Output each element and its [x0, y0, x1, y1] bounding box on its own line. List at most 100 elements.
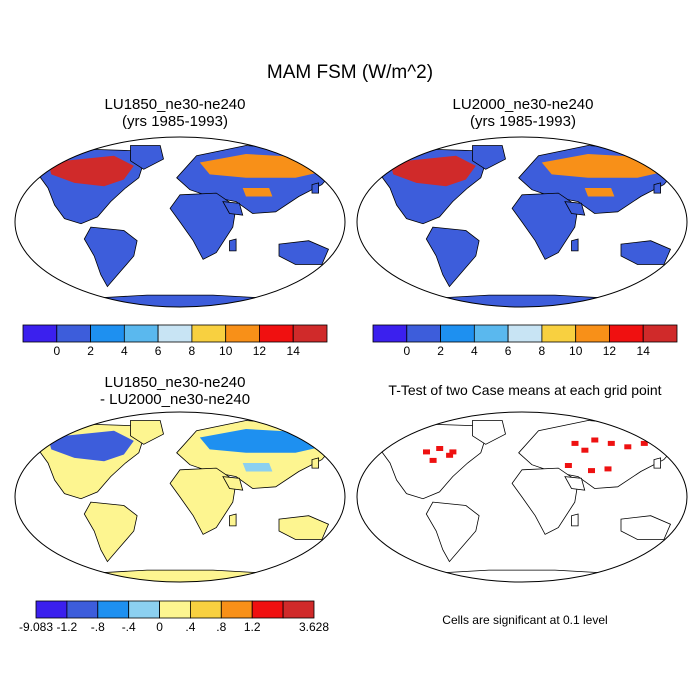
colorbar-box: [642, 324, 678, 343]
colorbar-tick-label: -9.083: [19, 620, 53, 634]
panel1-title-line1: LU1850_ne30-ne240: [104, 96, 246, 113]
significant-cell: [571, 440, 579, 446]
colorbar-lu2000: 0 2 4 6 8 10 12 14: [372, 324, 678, 358]
significant-cell: [436, 446, 444, 451]
region-tibet: [242, 188, 273, 197]
significant-cell: [591, 437, 599, 443]
continent-arabia: [222, 476, 244, 491]
colorbar-box: [123, 324, 159, 343]
significant-cell: [449, 449, 457, 455]
continent-madagascar: [229, 513, 237, 527]
colorbar-tick-label: 14: [287, 344, 301, 358]
significant-cell: [581, 447, 589, 453]
panel3-title: LU1850_ne30-ne240 - LU2000_ne30-ne240: [20, 374, 330, 408]
colorbar-tick-label: 0: [403, 344, 410, 358]
panel3-title-line1: LU1850_ne30-ne240: [104, 374, 246, 391]
continent-arabia: [564, 476, 586, 491]
colorbar-tick-label: 8: [539, 344, 546, 358]
significant-cell: [607, 440, 615, 446]
colorbar-tick-label: 2: [437, 344, 444, 358]
colorbar-tick-label: 10: [219, 344, 233, 358]
continent-antarctica: [87, 569, 273, 582]
colorbar-box: [372, 324, 408, 343]
continent-japan: [653, 457, 661, 469]
colorbar-lu1850: 0 2 4 6 8 10 12 14: [22, 324, 328, 358]
colorbar-difference: -9.083 -1.2 -.8 -.4 0 .4 .8 1.2 3.628: [19, 600, 329, 634]
colorbar-box: [97, 600, 130, 619]
colorbar-tick-label: 12: [253, 344, 267, 358]
continent-greenland: [130, 420, 164, 445]
continent-antarctica: [429, 294, 615, 307]
globe-outline: [14, 136, 346, 308]
continent-africa: [511, 192, 579, 260]
continent-madagascar: [229, 238, 237, 252]
map-panel-lu2000: [356, 136, 688, 308]
continent-antarctica: [87, 294, 273, 307]
colorbar-tick-label: -.4: [122, 620, 136, 634]
continent-greenland: [130, 145, 164, 170]
continent-samerica: [83, 501, 138, 563]
colorbar-box: [159, 600, 191, 619]
colorbar-box: [473, 324, 509, 343]
continent-japan: [653, 182, 661, 194]
colorbar-tick-label: 3.628: [299, 620, 329, 634]
colorbar-tick-label: .8: [216, 620, 226, 634]
panel1-title: LU1850_ne30-ne240 (yrs 1985-1993): [20, 96, 330, 130]
colorbar-tick-label: 10: [569, 344, 583, 358]
colorbar-box: [90, 324, 125, 343]
continent-australia: [278, 240, 330, 265]
continent-africa: [169, 192, 237, 260]
panel4-title: T-Test of two Case means at each grid po…: [388, 382, 662, 398]
colorbar-tick-label: 6: [155, 344, 162, 358]
map-panel-ttest: [356, 411, 688, 583]
colorbar-tick-label: 6: [505, 344, 512, 358]
colorbar-box: [22, 324, 58, 343]
colorbar-tick-label: 4: [121, 344, 128, 358]
continent-australia: [278, 515, 330, 540]
panel2-title: LU2000_ne30-ne240 (yrs 1985-1993): [368, 96, 678, 130]
significance-footnote: Cells are significant at 0.1 level: [442, 613, 608, 627]
map-panel-lu1850: [14, 136, 346, 308]
significant-cell: [564, 463, 572, 468]
colorbar-box: [292, 324, 328, 343]
colorbar-box: [66, 600, 99, 619]
colorbar-box: [35, 600, 68, 619]
continent-arabia: [222, 201, 244, 216]
colorbar-box: [225, 324, 260, 343]
colorbar-box: [56, 324, 91, 343]
map-panel-difference: [14, 411, 346, 583]
region-tibet: [584, 188, 615, 197]
continent-samerica: [425, 226, 480, 288]
region-canada: [48, 430, 134, 462]
colorbar-box: [440, 324, 475, 343]
colorbar-tick-label: 14: [637, 344, 651, 358]
colorbar-tick-label: -.8: [91, 620, 105, 634]
colorbar-box: [282, 600, 315, 619]
colorbar-box: [541, 324, 577, 343]
colorbar-tick-label: 1.2: [244, 620, 261, 634]
continent-madagascar: [571, 238, 579, 252]
globe-outline: [356, 411, 688, 583]
colorbar-box: [575, 324, 610, 343]
colorbar-box: [128, 600, 160, 619]
figure-title: MAM FSM (W/m^2): [266, 62, 434, 83]
significant-cell: [423, 449, 430, 455]
continent-samerica: [83, 226, 138, 288]
globe-outline: [14, 411, 346, 583]
continent-samerica: [425, 501, 480, 563]
colorbar-box: [157, 324, 193, 343]
significant-cell: [446, 452, 454, 458]
colorbar-tick-label: 8: [189, 344, 196, 358]
continent-greenland: [472, 420, 506, 445]
colorbar-tick-label: 4: [471, 344, 478, 358]
colorbar-box: [191, 324, 227, 343]
colorbar-box: [406, 324, 441, 343]
region-canada: [390, 155, 476, 187]
significant-cell: [624, 444, 632, 450]
panel1-title-line2: (yrs 1985-1993): [122, 113, 228, 130]
colorbar-tick-label: 12: [603, 344, 617, 358]
panel2-title-line2: (yrs 1985-1993): [470, 113, 576, 130]
colorbar-box: [189, 600, 222, 619]
colorbar-tick-label: -1.2: [57, 620, 78, 634]
continent-africa: [169, 467, 237, 535]
